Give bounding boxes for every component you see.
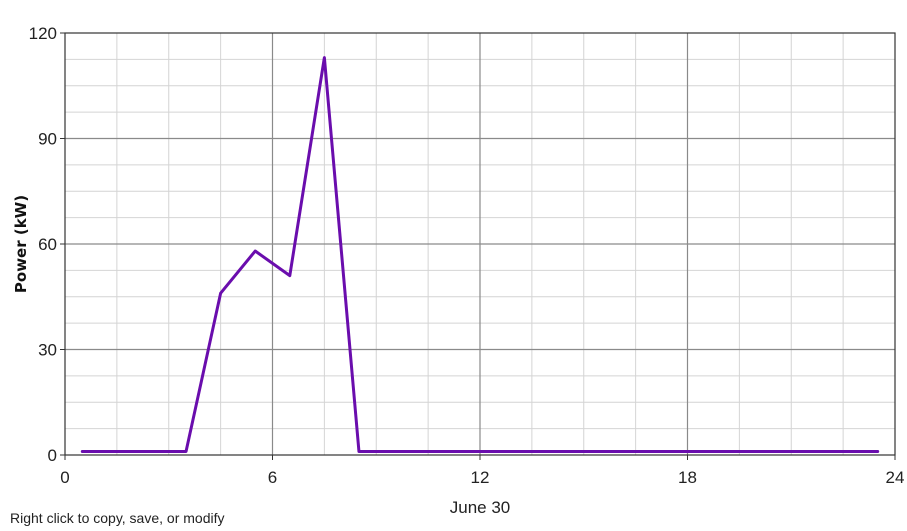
x-tick-label: 18	[678, 468, 697, 487]
y-tick-label: 30	[38, 341, 57, 360]
y-tick-label: 120	[29, 24, 57, 43]
x-axis-ticks: 0 6 12 18 24	[60, 455, 904, 487]
y-tick-label: 0	[48, 446, 57, 465]
context-menu-hint: Right click to copy, save, or modify	[10, 510, 224, 526]
x-axis-date-label: June 30	[450, 498, 511, 517]
major-grid	[65, 33, 895, 455]
x-tick-label: 0	[60, 468, 69, 487]
power-series-line	[80, 56, 880, 453]
y-tick-label: 90	[38, 130, 57, 149]
y-axis-label: Power (kW)	[12, 195, 30, 293]
x-tick-label: 24	[886, 468, 905, 487]
y-axis-ticks: 0 30 60 90 120	[29, 24, 65, 465]
x-tick-label: 12	[471, 468, 490, 487]
series-layer	[80, 56, 880, 453]
x-tick-label: 6	[268, 468, 277, 487]
y-tick-label: 60	[38, 235, 57, 254]
